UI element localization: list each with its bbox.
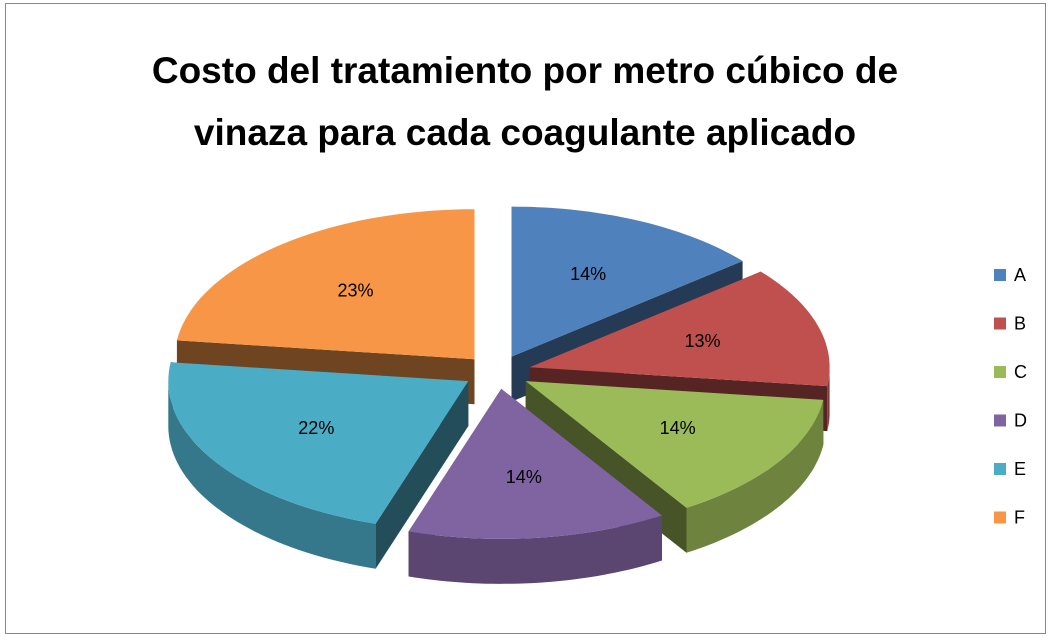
legend-label: E <box>1014 459 1026 479</box>
legend-swatch <box>994 366 1006 378</box>
legend-swatch <box>994 317 1006 330</box>
slice-wall <box>408 515 662 584</box>
slice-wall <box>827 367 830 432</box>
slice-wall <box>686 399 824 553</box>
legend-label: A <box>1014 265 1026 285</box>
legend-swatch <box>994 511 1006 524</box>
legend-swatch <box>994 463 1006 475</box>
data-label: 14% <box>506 467 542 487</box>
pie-slice <box>408 388 662 584</box>
legend-label: D <box>1014 410 1027 430</box>
data-label: 13% <box>684 331 720 351</box>
data-label: 14% <box>570 264 606 284</box>
slice-top <box>525 381 824 508</box>
legend-label: C <box>1014 362 1027 382</box>
slice-top <box>511 206 743 357</box>
pie-slice <box>168 362 469 569</box>
slice-side <box>375 381 469 569</box>
chart-title: Costo del tratamiento por metro cúbico d… <box>151 50 899 153</box>
legend-swatch <box>994 269 1006 281</box>
slice-top <box>408 388 662 539</box>
data-label: 22% <box>298 418 334 438</box>
slice-top <box>529 271 830 387</box>
slice-wall <box>168 381 376 569</box>
data-label: 23% <box>337 280 373 300</box>
legend-label: F <box>1014 507 1025 527</box>
legend-swatch <box>994 414 1006 427</box>
slice-top <box>176 209 475 360</box>
legend-label: B <box>1014 313 1026 333</box>
slice-top <box>168 362 469 524</box>
data-label: 14% <box>660 418 696 438</box>
